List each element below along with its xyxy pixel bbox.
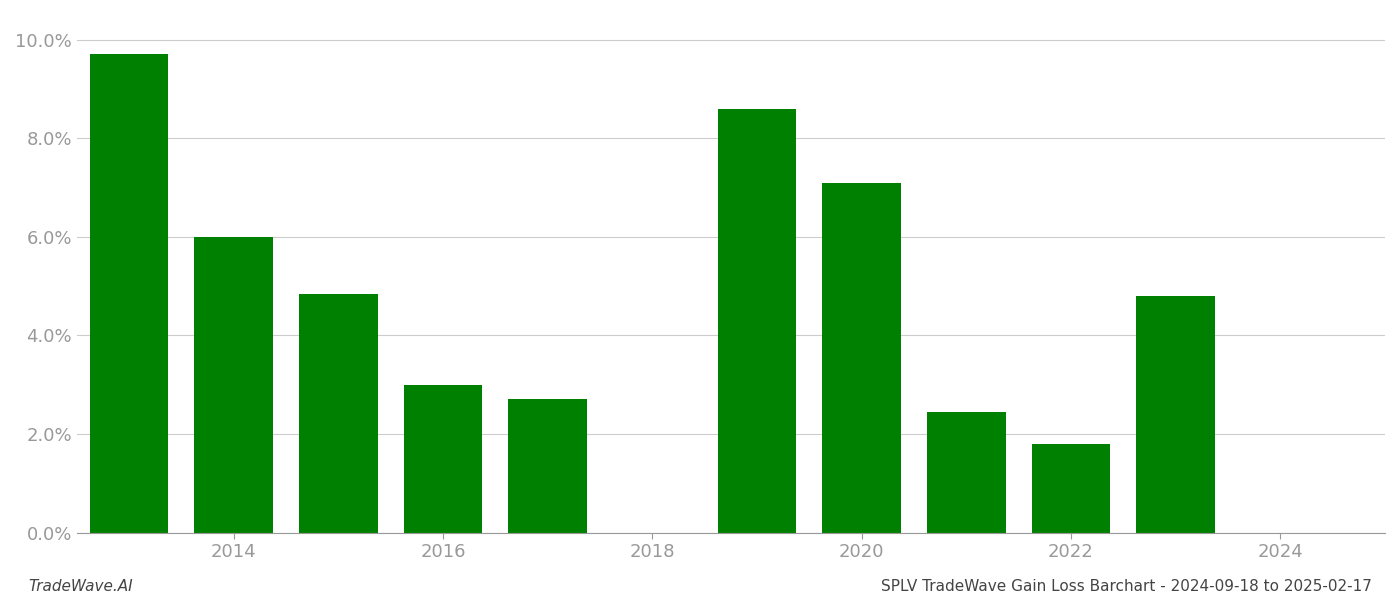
Bar (822, 182, 900, 533)
Text: TradeWave.AI: TradeWave.AI (28, 579, 133, 594)
Bar (718, 109, 797, 533)
Bar (927, 412, 1005, 533)
Bar (90, 55, 168, 533)
Bar (195, 237, 273, 533)
Bar (300, 293, 378, 533)
Text: SPLV TradeWave Gain Loss Barchart - 2024-09-18 to 2025-02-17: SPLV TradeWave Gain Loss Barchart - 2024… (881, 579, 1372, 594)
Bar (1137, 296, 1215, 533)
Bar (508, 400, 587, 533)
Bar (403, 385, 482, 533)
Bar (1032, 444, 1110, 533)
